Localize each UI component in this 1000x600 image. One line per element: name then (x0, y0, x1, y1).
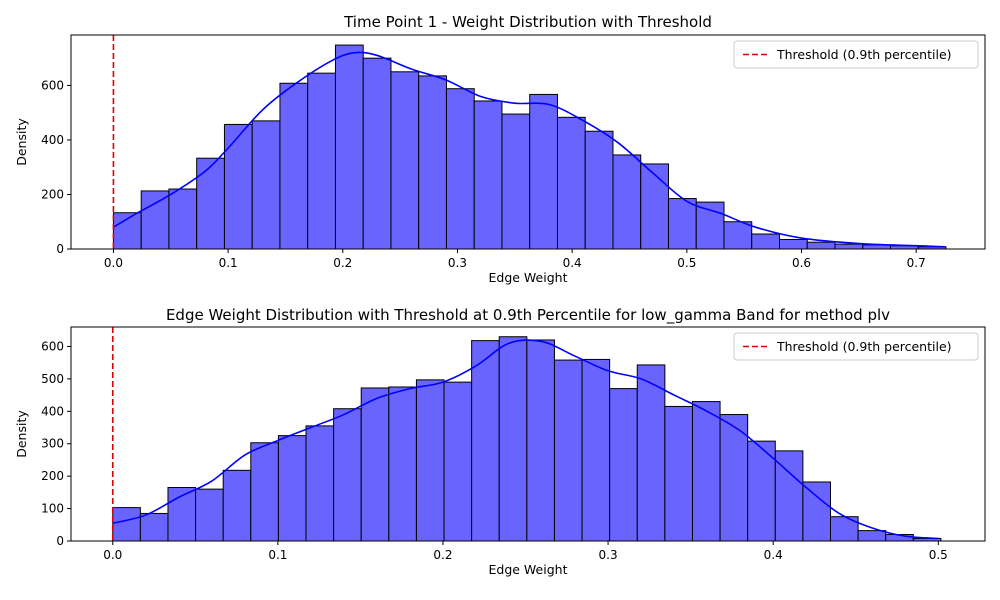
histogram-bar (691, 401, 721, 541)
histogram-bar (473, 100, 503, 249)
legend: Threshold (0.9th percentile) (733, 40, 979, 69)
histogram-bar (362, 57, 392, 249)
y-tick-label: 600 (41, 78, 64, 92)
kde-curve (112, 339, 939, 540)
histogram-bar (307, 72, 336, 249)
histogram-bar (443, 381, 473, 541)
legend-label: Threshold (0.9th percentile) (776, 339, 952, 354)
y-tick-label: 0 (56, 534, 64, 548)
y-axis-label: Density (14, 410, 29, 458)
x-tick-label: 0.6 (792, 256, 811, 270)
histogram-bar (529, 93, 558, 249)
histogram-bar (112, 507, 141, 541)
y-tick-label: 400 (41, 133, 64, 147)
histogram-bar (445, 88, 475, 249)
chart-panel-2: Edge Weight Distribution with Threshold … (14, 306, 986, 577)
x-tick-label: 0.0 (103, 548, 122, 562)
histogram-bar (719, 414, 749, 541)
x-tick-label: 0.1 (219, 256, 238, 270)
x-tick-label: 0.7 (907, 256, 926, 270)
histogram-bar (612, 154, 642, 249)
histogram-bar (667, 198, 697, 249)
x-tick-label: 0.5 (677, 256, 696, 270)
axes-frame (70, 326, 986, 542)
histogram-bar (806, 241, 836, 249)
histogram-bars (112, 44, 947, 249)
histogram-bar (388, 386, 417, 541)
histogram-bar (222, 469, 252, 541)
histogram-bar (360, 387, 390, 541)
histogram-bar (774, 450, 804, 541)
x-tick-label: 0.3 (599, 548, 618, 562)
histogram-bar (471, 340, 500, 541)
x-axis-label: Edge Weight (489, 562, 568, 577)
histogram-bar (418, 75, 447, 249)
kde-curve (113, 51, 945, 248)
histogram-bar (695, 201, 725, 249)
x-tick-label: 0.1 (268, 548, 287, 562)
histogram-bar (415, 379, 445, 541)
legend-box (733, 40, 979, 69)
histogram-bar (581, 358, 611, 541)
legend-box (733, 332, 979, 361)
histogram-bar (609, 388, 638, 541)
x-tick-label: 0.3 (448, 256, 467, 270)
histogram-bar (305, 425, 335, 541)
histogram-bar (279, 82, 309, 249)
x-tick-label: 0.4 (563, 256, 582, 270)
histogram-bar (139, 512, 169, 541)
y-tick-label: 500 (41, 372, 64, 386)
histogram-bar (168, 188, 198, 249)
x-tick-label: 0.5 (929, 548, 948, 562)
histogram-bar (223, 123, 253, 249)
histogram-bar (636, 364, 666, 541)
y-tick-label: 200 (41, 187, 64, 201)
histogram-bar (333, 408, 362, 541)
histogram-bar (834, 243, 864, 249)
axes-frame (70, 34, 986, 250)
x-axis-label: Edge Weight (489, 270, 568, 285)
x-tick-label: 0.2 (433, 548, 452, 562)
histogram-bar (277, 435, 307, 541)
y-tick-label: 300 (41, 437, 64, 451)
histogram-bar (390, 71, 420, 249)
histogram-bar (857, 530, 887, 541)
legend-label: Threshold (0.9th percentile) (776, 47, 952, 62)
histogram-bar (250, 442, 279, 541)
histogram-bar (498, 336, 528, 541)
histogram-bar (196, 157, 225, 249)
x-tick-label: 0.0 (104, 256, 123, 270)
histogram-bar (195, 488, 224, 541)
histogram-bar (778, 238, 808, 249)
y-tick-label: 400 (41, 404, 64, 418)
x-tick-label: 0.2 (333, 256, 352, 270)
y-tick-label: 600 (41, 339, 64, 353)
histogram-bar (140, 190, 170, 249)
histogram-bar (553, 359, 583, 541)
histogram-bar (501, 113, 531, 249)
x-tick-label: 0.4 (764, 548, 783, 562)
chart-panel-1: Time Point 1 - Weight Distribution with … (14, 13, 986, 285)
y-tick-label: 0 (56, 242, 64, 256)
y-tick-label: 100 (41, 502, 64, 516)
histogram-bar (640, 163, 669, 249)
y-axis-label: Density (14, 118, 29, 166)
histogram-bar (584, 130, 614, 249)
y-tick-label: 200 (41, 469, 64, 483)
histogram-bar (251, 120, 281, 249)
histogram-bar (723, 221, 753, 249)
histogram-bars (112, 336, 942, 541)
histogram-bar (526, 339, 555, 541)
chart-title: Edge Weight Distribution with Threshold … (166, 306, 890, 325)
chart-title: Time Point 1 - Weight Distribution with … (343, 13, 712, 31)
histogram-bar (802, 481, 831, 541)
histogram-bar (751, 233, 780, 249)
histogram-bar (556, 116, 586, 249)
histogram-bar (664, 405, 693, 541)
histogram-bar (334, 44, 364, 249)
legend: Threshold (0.9th percentile) (733, 332, 979, 361)
